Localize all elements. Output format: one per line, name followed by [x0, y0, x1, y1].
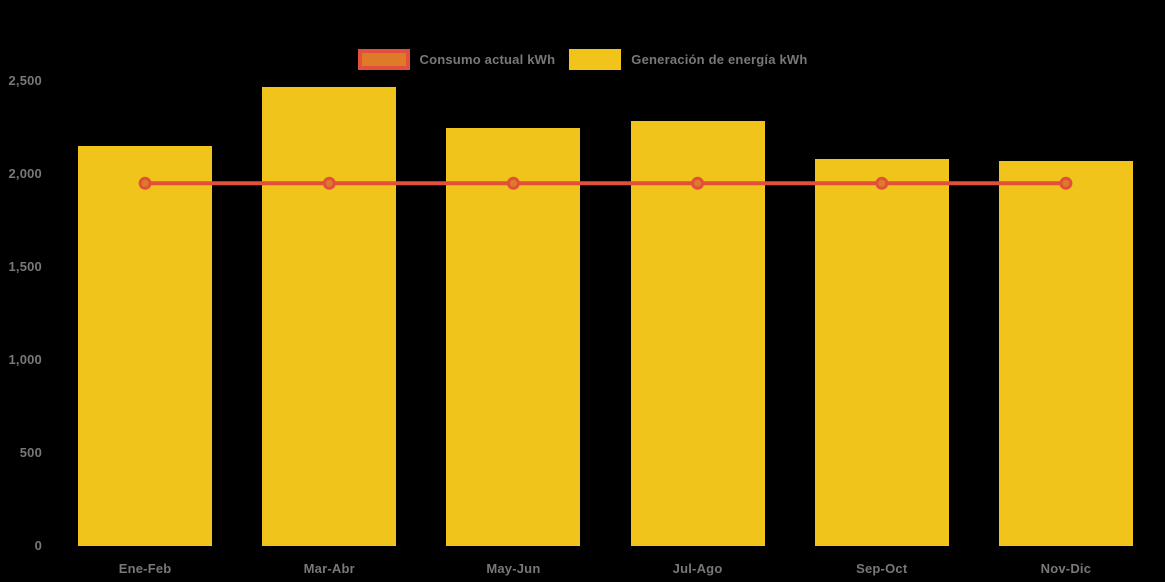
consumo-point-sep-oct[interactable] [875, 176, 889, 190]
x-axis-label-jul-ago: Jul-Ago [672, 561, 723, 576]
x-axis-label-ene-feb: Ene-Feb [118, 561, 172, 576]
consumo-point-nov-dic[interactable] [1059, 176, 1073, 190]
y-axis-label-1000: 1,000 [8, 352, 42, 367]
generacion-swatch-icon [569, 49, 622, 70]
consumo-point-may-jun[interactable] [506, 176, 520, 190]
x-axis: Ene-Feb Mar-Abr May-Jun Jul-Ago Sep-Oct Nov-D… [53, 561, 1158, 579]
consumo-point-ene-feb[interactable] [138, 176, 152, 190]
bar-mar-abr[interactable] [262, 86, 397, 546]
legend-label-generacion: Generación de energía kWh [631, 52, 808, 67]
plot-area [53, 81, 1158, 546]
legend-item-consumo[interactable]: Consumo actual kWh [357, 49, 556, 70]
y-axis-label-1500: 1,500 [8, 259, 42, 274]
x-axis-label-mar-abr: Mar-Abr [303, 561, 355, 576]
consumo-point-mar-abr[interactable] [322, 176, 336, 190]
y-axis-label-2500: 2,500 [8, 73, 42, 88]
y-axis-label-0: 0 [34, 538, 42, 553]
y-axis: 0 500 1,000 1,500 2,000 2,500 [0, 73, 42, 553]
bar-may-jun[interactable] [446, 127, 581, 546]
x-axis-label-nov-dic: Nov-Dic [1040, 561, 1092, 576]
bar-jul-ago[interactable] [630, 121, 765, 546]
legend-item-generacion[interactable]: Generación de energía kWh [569, 49, 807, 70]
x-axis-label-may-jun: May-Jun [486, 561, 541, 576]
bar-nov-dic[interactable] [998, 160, 1133, 546]
x-axis-label-sep-oct: Sep-Oct [856, 561, 908, 576]
legend: Consumo actual kWh Generación de energía… [0, 49, 1165, 70]
y-axis-label-2000: 2,000 [8, 166, 42, 181]
consumo-point-jul-ago[interactable] [691, 176, 705, 190]
legend-label-consumo: Consumo actual kWh [419, 52, 556, 67]
consumo-swatch-icon [357, 49, 410, 70]
bar-ene-feb[interactable] [78, 146, 213, 546]
consumo-line [138, 176, 1073, 190]
y-axis-label-500: 500 [19, 445, 42, 460]
bar-sep-oct[interactable] [814, 159, 949, 546]
